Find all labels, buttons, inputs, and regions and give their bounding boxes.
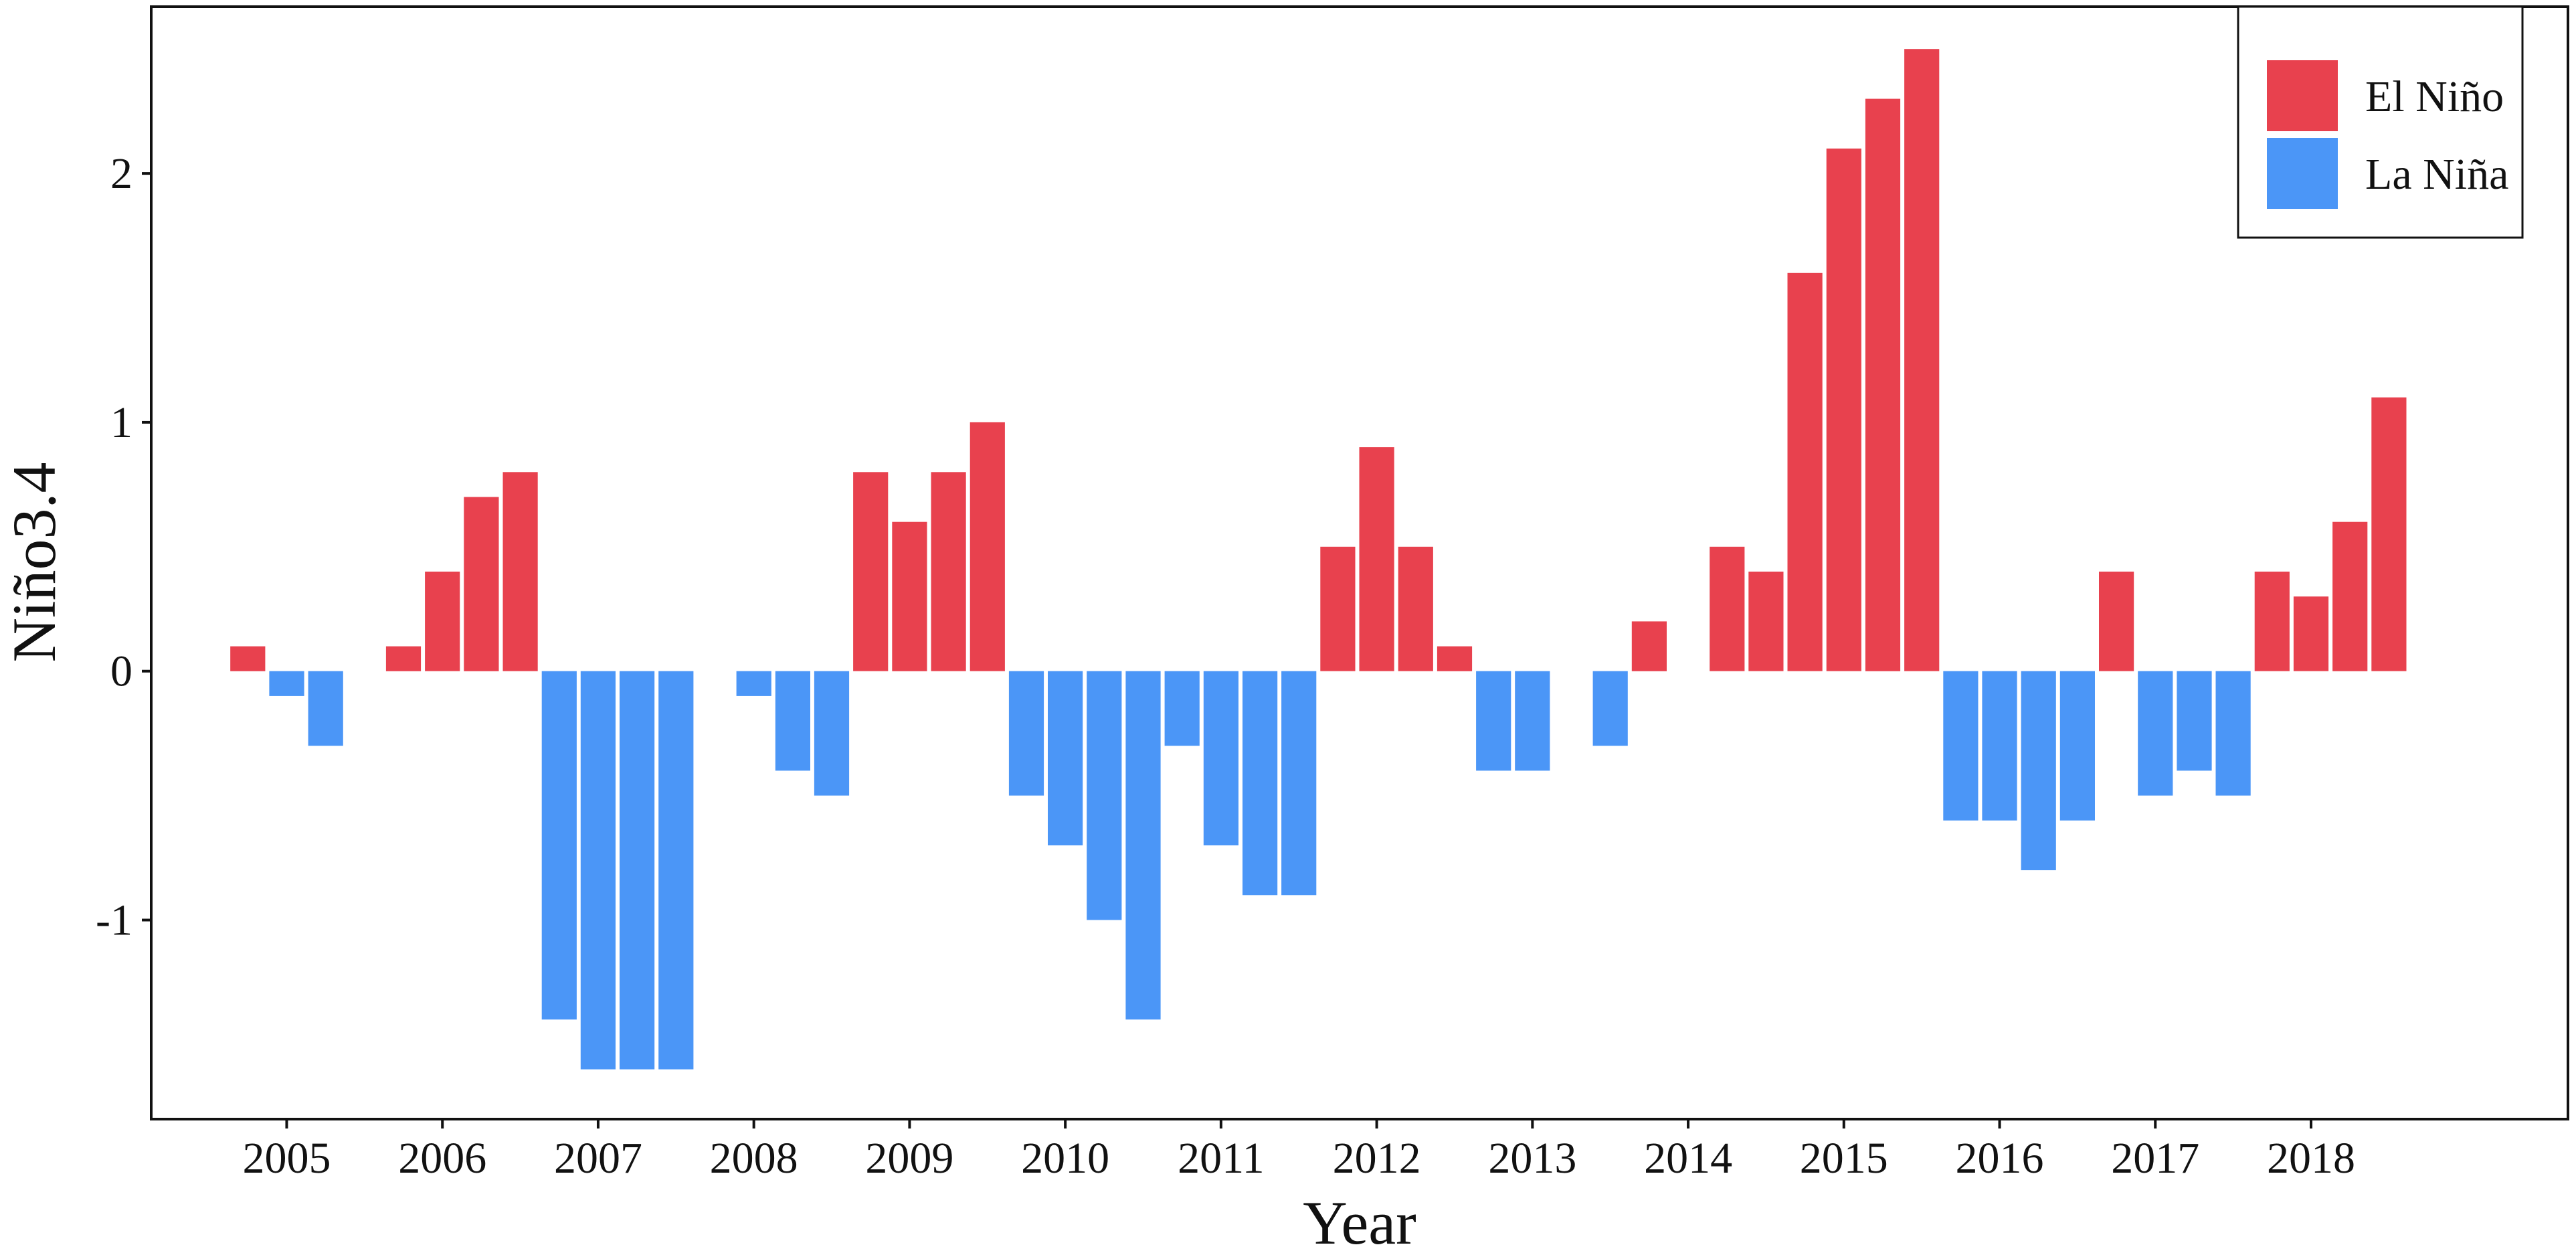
y-tick-label: 0 <box>110 647 132 696</box>
bar-el-nino <box>1710 546 1745 671</box>
bar-el-nino <box>853 472 889 671</box>
bar-la-nina <box>1048 671 1083 845</box>
x-tick-label: 2013 <box>1488 1134 1576 1183</box>
bar-la-nina <box>620 671 655 1070</box>
x-tick-label: 2010 <box>1021 1134 1109 1183</box>
bar-la-nina <box>580 671 616 1070</box>
bar-el-nino <box>931 472 966 671</box>
x-tick-label: 2014 <box>1644 1134 1732 1183</box>
x-tick-label: 2008 <box>710 1134 798 1183</box>
bar-el-nino <box>1359 447 1394 671</box>
bar-la-nina <box>1281 671 1317 896</box>
bar-la-nina <box>2059 671 2095 821</box>
x-tick-label: 2018 <box>2267 1134 2355 1183</box>
bar-el-nino <box>1398 546 1433 671</box>
y-axis-title: Niño3.4 <box>0 463 68 663</box>
y-tick-label: 2 <box>110 149 132 198</box>
bar-la-nina <box>2138 671 2173 796</box>
x-tick-label: 2006 <box>398 1134 486 1183</box>
bar-la-nina <box>2021 671 2056 871</box>
bar-el-nino <box>1865 98 1901 671</box>
plot-frame <box>150 5 2569 1120</box>
bar-el-nino <box>1904 49 1940 671</box>
x-tick-label: 2005 <box>242 1134 331 1183</box>
bar-la-nina <box>1008 671 1044 796</box>
bar-la-nina <box>1982 671 2017 821</box>
bar-la-nina <box>2215 671 2251 796</box>
bar-el-nino <box>425 572 460 671</box>
bar-el-nino <box>2293 596 2329 671</box>
bar-la-nina <box>736 671 771 696</box>
bar-la-nina <box>1515 671 1550 771</box>
bar-el-nino <box>1320 546 1356 671</box>
bar-el-nino <box>385 646 422 671</box>
x-tick-label: 2007 <box>554 1134 642 1183</box>
legend-label-la-nina: La Niña <box>2365 150 2508 199</box>
bar-group <box>230 49 2407 1070</box>
x-tick-label: 2011 <box>1178 1134 1265 1183</box>
bar-el-nino <box>1437 646 1473 671</box>
bar-la-nina <box>2177 671 2212 771</box>
y-axis: -1 0 1 2 <box>96 149 151 945</box>
x-tick-label: 2017 <box>2111 1134 2199 1183</box>
bar-la-nina <box>308 671 343 746</box>
bar-el-nino <box>970 422 1005 671</box>
bar-la-nina <box>1943 671 1979 821</box>
bar-la-nina <box>1476 671 1511 771</box>
bar-el-nino <box>502 472 538 671</box>
bar-el-nino <box>1826 148 1861 671</box>
legend-swatch-el-nino <box>2267 60 2338 131</box>
legend: El Niño La Niña <box>2237 5 2524 239</box>
x-tick-label: 2015 <box>1800 1134 1888 1183</box>
bar-el-nino <box>1631 621 1667 671</box>
bar-la-nina <box>1087 671 1122 920</box>
bar-la-nina <box>1125 671 1161 1020</box>
bar-la-nina <box>775 671 810 771</box>
bar-el-nino <box>2254 572 2290 671</box>
bar-el-nino <box>464 497 499 671</box>
bar-la-nina <box>1243 671 1278 896</box>
bar-el-nino <box>230 646 266 671</box>
x-tick-label: 2009 <box>865 1134 953 1183</box>
bar-la-nina <box>658 671 694 1070</box>
bar-la-nina <box>1203 671 1238 845</box>
y-tick-label: 1 <box>110 398 132 447</box>
bar-el-nino <box>2371 397 2407 671</box>
bar-el-nino <box>2099 572 2134 671</box>
bar-la-nina <box>1592 671 1628 746</box>
bar-el-nino <box>1787 272 1823 671</box>
x-tick-label: 2012 <box>1333 1134 1421 1183</box>
x-tick-label: 2016 <box>1956 1134 2044 1183</box>
legend-label-el-nino: El Niño <box>2365 72 2504 121</box>
x-axis-title: Year <box>1303 1189 1416 1255</box>
x-axis: 2005 2006 2007 2008 2009 2010 2011 2012 2013 2014… <box>242 1119 2355 1183</box>
bar-la-nina <box>814 671 850 796</box>
bar-el-nino <box>1748 572 1784 671</box>
bar-el-nino <box>892 521 927 671</box>
legend-swatch-la-nina <box>2267 138 2338 209</box>
bar-la-nina <box>269 671 304 696</box>
bar-el-nino <box>2332 521 2368 671</box>
bar-la-nina <box>541 671 577 1020</box>
y-tick-label: -1 <box>96 896 132 945</box>
bar-la-nina <box>1164 671 1200 746</box>
